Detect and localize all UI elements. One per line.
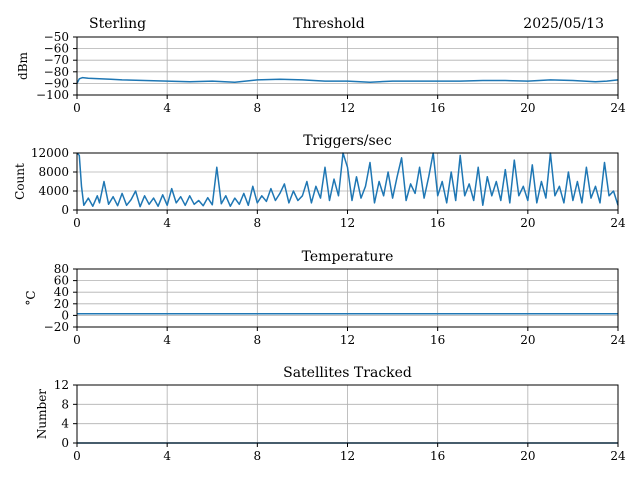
threshold-y-tick-label: −100 <box>36 88 69 102</box>
triggers-y-tick-label: 4000 <box>38 184 69 198</box>
triggers-panel: 0 4 8 12 16 20 24 0 4000 8000 12000 Triggers/sec Cou… <box>13 133 626 230</box>
threshold-y-tick-label: −50 <box>44 30 69 44</box>
triggers-x-tick-label: 16 <box>430 216 445 230</box>
temperature-y-tick-label: 60 <box>54 274 69 288</box>
satellites-y-tick-label: 12 <box>54 378 69 392</box>
triggers-y-tick-label: 12000 <box>31 146 69 160</box>
temperature-x-tick-label: 8 <box>254 333 262 347</box>
threshold-x-tick-label: 20 <box>520 101 535 115</box>
header-date: 2025/05/13 <box>523 16 604 32</box>
temperature-y-tick-label: 0 <box>61 308 69 322</box>
temperature-y-tick-label: −20 <box>44 320 69 334</box>
temperature-x-tick-label: 4 <box>163 333 171 347</box>
threshold-y-axis-label: dBm <box>16 51 30 80</box>
satellites-y-tick-label: 4 <box>61 417 69 431</box>
triggers-x-tick-label: 24 <box>610 216 626 230</box>
satellites-x-tick-label: 8 <box>254 449 262 463</box>
threshold-x-tick-label: 16 <box>430 101 445 115</box>
temperature-x-tick-label: 12 <box>340 333 355 347</box>
triggers-x-tick-label: 4 <box>163 216 171 230</box>
threshold-series-line <box>76 76 619 84</box>
satellites-x-tick-label: 0 <box>73 449 81 463</box>
chart-panels: 0 4 8 12 16 20 24 −100−90−80−70−60−50 dBm 0 4 8 12 16… <box>13 30 626 463</box>
threshold-x-tick-label: 0 <box>73 101 81 115</box>
triggers-title: Triggers/sec <box>303 133 392 149</box>
header-station-name: Sterling <box>89 16 146 32</box>
satellites-x-tick-label: 24 <box>610 449 626 463</box>
triggers-x-tick-label: 0 <box>73 216 81 230</box>
triggers-x-tick-label: 12 <box>340 216 355 230</box>
threshold-x-tick-label: 12 <box>340 101 355 115</box>
satellites-x-tick-label: 4 <box>163 449 171 463</box>
temperature-x-tick-label: 0 <box>73 333 81 347</box>
threshold-y-tick-label: −80 <box>44 65 69 79</box>
satellites-y-tick-label: 8 <box>61 397 69 411</box>
threshold-y-tick-label: −70 <box>44 53 69 67</box>
threshold-x-tick-label: 8 <box>254 101 262 115</box>
temperature-title: Temperature <box>302 249 394 265</box>
temperature-y-tick-label: 20 <box>54 297 69 311</box>
temperature-y-axis-label: °C <box>24 290 38 305</box>
satellites-y-tick-label: 0 <box>61 436 69 450</box>
temperature-x-tick-label: 20 <box>520 333 535 347</box>
temperature-x-tick-label: 16 <box>430 333 445 347</box>
triggers-y-tick-label: 8000 <box>38 165 69 179</box>
threshold-y-tick-label: −60 <box>44 42 69 56</box>
triggers-y-axis-label: Count <box>13 163 27 200</box>
threshold-panel: 0 4 8 12 16 20 24 −100−90−80−70−60−50 dBm <box>16 30 626 115</box>
temperature-y-tick-label: 40 <box>54 285 69 299</box>
threshold-x-tick-label: 24 <box>610 101 626 115</box>
triggers-y-tick-label: 0 <box>61 203 69 217</box>
threshold-y-tick-label: −90 <box>44 76 69 90</box>
header-threshold-title: Threshold <box>293 16 364 32</box>
satellites-x-tick-label: 20 <box>520 449 535 463</box>
satellites-title: Satellites Tracked <box>283 365 412 381</box>
triggers-x-tick-label: 20 <box>520 216 535 230</box>
triggers-x-tick-label: 8 <box>254 216 262 230</box>
satellites-x-tick-label: 12 <box>340 449 355 463</box>
temperature-x-tick-label: 24 <box>610 333 626 347</box>
threshold-x-tick-label: 4 <box>163 101 171 115</box>
temperature-y-tick-label: 80 <box>54 262 69 276</box>
satellites-y-axis-label: Number <box>35 389 49 439</box>
satellites-panel: 0 4 8 12 16 20 24 0 4 8 12 Satellites Tracked Number <box>35 365 626 463</box>
satellites-x-tick-label: 16 <box>430 449 445 463</box>
